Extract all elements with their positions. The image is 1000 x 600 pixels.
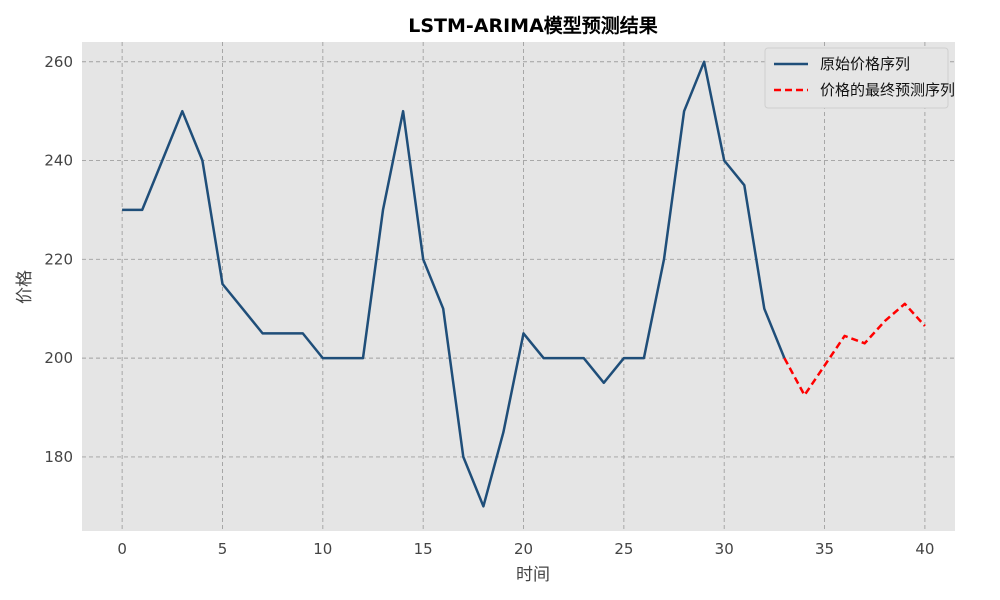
series-layer — [122, 60, 926, 508]
x-tick-label: 5 — [218, 540, 228, 558]
y-axis-label: 价格 — [15, 270, 35, 304]
x-tick-label: 10 — [313, 540, 332, 558]
x-tick-label: 30 — [715, 540, 734, 558]
y-axis-ticks: 180 200 220 240 260 — [44, 53, 73, 466]
x-axis-ticks: 0 5 10 15 20 25 30 35 40 — [117, 540, 934, 558]
chart-title: LSTM-ARIMA模型预测结果 — [408, 14, 658, 37]
x-axis-label: 时间 — [516, 565, 550, 585]
x-tick-label: 35 — [815, 540, 834, 558]
y-tick-label: 200 — [44, 349, 73, 367]
x-tick-label: 20 — [514, 540, 533, 558]
y-tick-label: 180 — [44, 448, 73, 466]
x-tick-label: 0 — [117, 540, 127, 558]
legend: 原始价格序列 价格的最终预测序列 — [764, 47, 955, 109]
series-line-original — [122, 60, 786, 508]
y-tick-label: 240 — [44, 152, 73, 170]
legend-box — [764, 47, 949, 109]
legend-label-forecast: 价格的最终预测序列 — [820, 81, 955, 99]
plot-area — [82, 42, 955, 531]
x-tick-label: 15 — [414, 540, 433, 558]
series-line-forecast — [783, 302, 926, 397]
y-tick-label: 220 — [44, 250, 73, 268]
legend-label-original: 原始价格序列 — [820, 55, 910, 73]
y-tick-label: 260 — [44, 53, 73, 71]
x-tick-label: 25 — [614, 540, 633, 558]
x-tick-label: 40 — [915, 540, 934, 558]
